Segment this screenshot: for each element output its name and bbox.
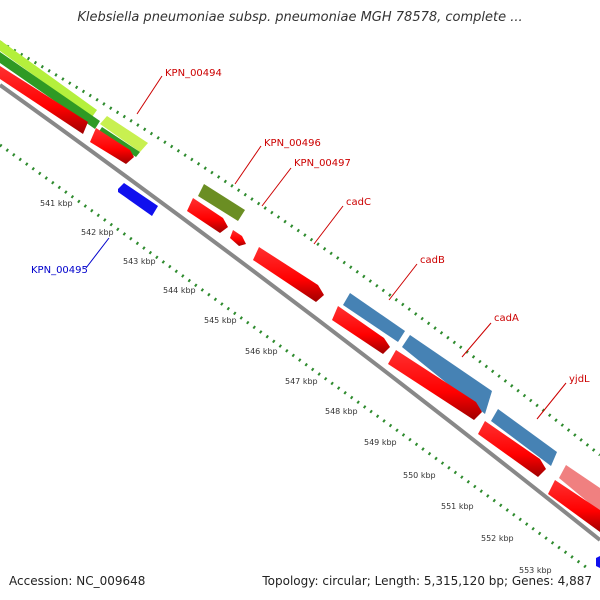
gene-bar-steel-blue [343,293,405,342]
gene-label-yjdl: yjdL [569,374,590,385]
gene-bar-light-green [0,40,97,117]
scale-label: 552 kbp [481,534,514,543]
gene-bar-dark-green [0,52,100,129]
map-title: Klebsiella pneumoniae subsp. pneumoniae … [77,10,523,25]
gene-bar-steel-blue [402,335,492,414]
gene-label-kpn-00495: KPN_00495 [31,265,88,276]
leader-line [388,263,418,301]
scale-label: 543 kbp [123,257,156,266]
scale-label: 549 kbp [364,438,397,447]
gene-bar-steel-blue [491,409,557,466]
gene-bar-olive [198,184,245,221]
scale-label: 545 kbp [204,316,237,325]
gene-bar-red [230,230,246,246]
leader-line [536,382,567,420]
scale-label: 550 kbp [403,471,436,480]
gene-bar-red [0,66,88,134]
gene-bar-blue [596,556,600,568]
scale-label: 542 kbp [81,228,114,237]
gene-label-kpn-00496: KPN_00496 [264,138,321,149]
gene-label-kpn-00494: KPN_00494 [165,68,222,79]
gene-bar-red [187,198,228,233]
gene-label-kpn-00497: KPN_00497 [294,158,351,169]
scale-label: 548 kbp [325,407,358,416]
gene-label-cada: cadA [494,313,519,324]
gene-bar-red [90,128,134,164]
genome-backbone [0,83,600,542]
scale-tick-track [0,143,591,572]
leader-line [261,167,292,207]
gene-bar-blue [118,183,158,216]
gene-bar-light-green-2 [100,116,148,152]
scale-label: 546 kbp [245,347,278,356]
leader-line [234,145,262,185]
gene-label-cadb: cadB [420,255,445,266]
gene-bar-red [332,306,390,354]
scale-label: 551 kbp [441,502,474,511]
leader-line [85,237,110,269]
gene-label-cadc: cadC [346,197,371,208]
outer-tick-track [0,40,600,457]
gene-bar-red [548,480,600,532]
gene-bar-pink [559,465,600,512]
leader-line [136,75,163,115]
gene-bar-dark-green-2 [98,127,140,157]
leader-line [461,322,492,358]
scale-label: 544 kbp [163,286,196,295]
leader-line [313,205,344,245]
gene-bar-red [253,247,324,302]
gene-bar-red [478,421,546,477]
accession-text: Accession: NC_009648 [9,574,146,588]
scale-label: 541 kbp [40,199,73,208]
genome-summary-text: Topology: circular; Length: 5,315,120 bp… [262,574,592,588]
scale-label: 553 kbp [519,566,552,575]
gene-bar-red [388,350,482,420]
scale-label: 547 kbp [285,377,318,386]
